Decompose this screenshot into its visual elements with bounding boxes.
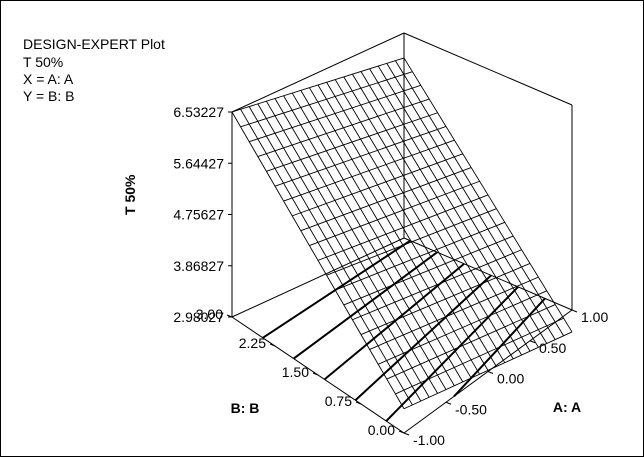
- mesh-line: [360, 71, 531, 352]
- x-tick-mark: [403, 432, 410, 436]
- x-mapping-label: X = A: A: [23, 71, 74, 87]
- mesh-line: [334, 79, 506, 363]
- y-tick-label: 3.00: [196, 306, 223, 322]
- mesh-line: [395, 60, 564, 337]
- y-axis-title: B: B: [231, 400, 260, 416]
- z-tick-label: 2.98027: [173, 309, 224, 325]
- x-tick-label: 0.50: [539, 340, 566, 356]
- mesh-line: [317, 194, 489, 261]
- y-tick-mark: [355, 401, 362, 405]
- mesh-line: [386, 63, 556, 340]
- plot-title: DESIGN-EXPERT Plot: [23, 36, 165, 52]
- x-tick-mark: [529, 340, 536, 344]
- mesh-line: [266, 112, 438, 172]
- x-tick-mark: [445, 401, 452, 405]
- y-tick-label: 2.25: [239, 335, 266, 351]
- box-edge: [403, 32, 573, 106]
- mesh-line: [240, 71, 413, 128]
- y-tick-mark: [398, 430, 405, 434]
- response-surface-mesh: [231, 57, 573, 410]
- mesh-line: [292, 153, 463, 217]
- x-tick-mark: [571, 309, 578, 313]
- z-tick-label: 4.75627: [173, 207, 224, 223]
- mesh-line: [326, 82, 497, 367]
- box-edge: [231, 237, 405, 318]
- contour-line: [354, 274, 492, 401]
- axis-ticks: 2.98027 3.86827 4.75627 5.64427 6.53227 0.00 0…: [173, 104, 608, 448]
- mesh-line: [300, 167, 472, 232]
- mesh-line: [274, 126, 447, 187]
- mesh-line: [369, 68, 539, 348]
- x-axis-title: A: A: [553, 399, 581, 415]
- y-tick-mark: [226, 314, 233, 318]
- response-label: T 50%: [23, 54, 63, 70]
- mesh-line: [283, 139, 455, 202]
- box-edge: [403, 237, 573, 311]
- x-tick-label: 0.00: [497, 371, 524, 387]
- z-tick-label: 6.53227: [173, 104, 224, 120]
- y-mapping-label: Y = B: B: [23, 88, 75, 104]
- y-tick-label: 0.75: [325, 393, 352, 409]
- x-tick-label: -1.00: [413, 432, 445, 448]
- mesh-line: [249, 84, 421, 143]
- x-tick-label: -0.50: [455, 401, 487, 417]
- mesh-line: [352, 73, 522, 356]
- mesh-line: [309, 180, 480, 246]
- z-tick-label: 3.86827: [173, 258, 224, 274]
- plot-info-block: DESIGN-EXPERT Plot T 50% X = A: A Y = B:…: [23, 36, 165, 104]
- y-tick-label: 0.00: [368, 422, 395, 438]
- x-tick-mark: [487, 371, 494, 374]
- contour-line: [385, 286, 519, 422]
- box-edge: [231, 32, 405, 113]
- z-axis-title: T 50%: [122, 174, 138, 215]
- y-tick-mark: [312, 372, 319, 376]
- x-tick-label: 1.00: [581, 309, 608, 325]
- mesh-line: [231, 111, 405, 410]
- y-tick-mark: [269, 343, 276, 347]
- contour-lines: [262, 239, 546, 422]
- mesh-line: [403, 57, 573, 333]
- mesh-line: [403, 331, 573, 410]
- mesh-line: [231, 57, 405, 113]
- y-tick-label: 1.50: [282, 364, 309, 380]
- z-tick-label: 5.64427: [173, 155, 224, 171]
- mesh-line: [257, 98, 430, 157]
- mesh-line: [343, 76, 514, 360]
- mesh-line: [377, 65, 548, 344]
